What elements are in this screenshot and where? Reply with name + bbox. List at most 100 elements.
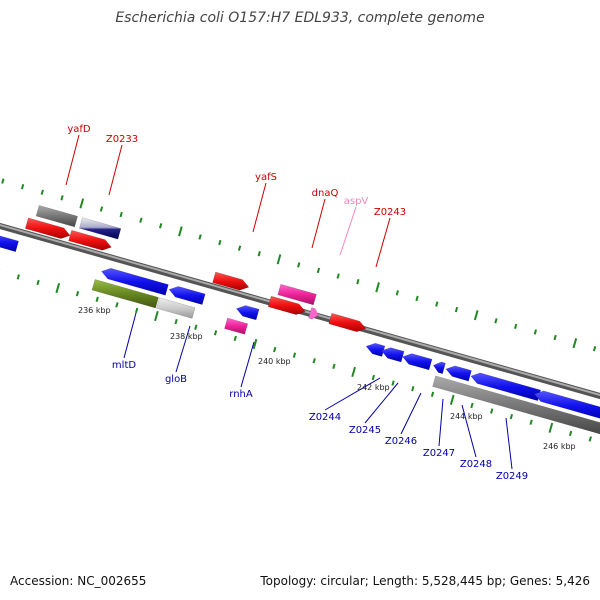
gene-feature-Z0247 [433, 361, 446, 375]
tick-mark [375, 282, 380, 293]
tick-mark [533, 329, 538, 335]
gene-feature-navy [79, 217, 122, 240]
leader-line [505, 417, 513, 470]
gene-feature-gray [35, 205, 78, 228]
tick-mark [430, 391, 435, 397]
gene-feature-yafS [212, 271, 250, 291]
scale-label: 236 kbp [78, 306, 111, 315]
gene-label-yafD: yafD [67, 124, 91, 135]
leader-line [240, 341, 255, 388]
tick-mark [454, 306, 459, 313]
tick-mark [336, 273, 340, 279]
tick-mark [55, 283, 61, 294]
gene-features [0, 205, 600, 435]
tick-mark [273, 346, 277, 353]
tick-mark [529, 419, 533, 425]
leader-line [461, 404, 477, 458]
tick-mark [158, 223, 163, 229]
leader-line [65, 134, 80, 186]
tick-mark [194, 324, 198, 330]
tick-marks [0, 178, 597, 442]
gene-feature-Z0244 [365, 342, 386, 357]
tick-mark [233, 335, 237, 342]
tick-mark [218, 239, 222, 246]
tick-mark [572, 338, 578, 349]
tick-mark [16, 274, 20, 280]
gene-feature-reverse-blue [101, 268, 169, 296]
tick-mark [415, 295, 419, 302]
tick-mark [154, 310, 159, 322]
gene-feature-yafD [24, 217, 71, 239]
tick-mark [257, 251, 261, 257]
tick-mark [332, 363, 336, 370]
tick-mark [119, 211, 123, 218]
gene-label-gloB: gloB [165, 374, 187, 385]
tick-mark [449, 394, 455, 405]
tick-mark [135, 307, 139, 314]
gene-feature-rnhA [235, 305, 260, 321]
gene-label-aspV: aspV [344, 196, 369, 207]
tick-mark [509, 413, 514, 420]
gene-feature-Z0245 [381, 347, 405, 363]
gene-feature-aspV [308, 307, 320, 320]
tick-mark [568, 430, 573, 437]
gene-feature-Z0233 [68, 229, 112, 251]
scale-label: 244 kbp [450, 412, 483, 421]
leader-line [339, 206, 357, 256]
gene-labels: yafD Z0233 yafS dnaQ aspV Z0243 mltD gloB rnhA Z0… [65, 124, 528, 482]
gene-label-Z0246: Z0246 [385, 436, 417, 447]
genome-summary: Topology: circular; Length: 5,528,445 bp… [260, 574, 590, 588]
tick-mark [548, 422, 554, 433]
tick-mark [435, 301, 439, 307]
tick-mark [237, 245, 242, 251]
tick-mark [356, 278, 360, 285]
leader-line [400, 392, 422, 435]
gene-label-mltD: mltD [112, 360, 136, 371]
leader-line [375, 217, 391, 268]
accession-text: Accession: NC_002655 [10, 574, 147, 588]
tick-mark [99, 206, 104, 212]
gene-label-Z0247: Z0247 [423, 448, 455, 459]
tick-mark [351, 366, 356, 378]
tick-mark [276, 254, 282, 265]
leader-line [311, 198, 326, 249]
tick-mark [592, 346, 597, 352]
scale-label: 242 kbp [357, 383, 390, 392]
tick-mark [371, 374, 375, 381]
gene-feature-dnaQ [277, 283, 317, 306]
gene-feature-rnhA-b [224, 317, 249, 335]
gene-feature-gloB [156, 297, 196, 319]
tick-mark [95, 296, 99, 302]
gene-feature-Z0248 [445, 365, 472, 382]
gene-label-Z0249: Z0249 [496, 471, 528, 482]
tick-mark [297, 262, 301, 268]
leader-line [175, 325, 191, 373]
map-title: Escherichia coli O157:H7 EDL933, complet… [115, 10, 485, 26]
leader-line [252, 182, 267, 233]
tick-mark [312, 358, 316, 364]
leader-line [364, 382, 399, 424]
tick-mark [588, 436, 592, 442]
tick-mark [20, 183, 25, 190]
gene-feature-reverse-left [0, 235, 19, 253]
tick-mark [411, 386, 415, 392]
leader-line [108, 144, 123, 196]
tick-mark [553, 334, 557, 341]
gene-label-Z0243: Z0243 [374, 207, 406, 218]
gene-label-yafS: yafS [255, 172, 277, 183]
tick-mark [1, 178, 5, 184]
gene-label-Z0233: Z0233 [106, 134, 138, 145]
gene-feature-mltD [91, 279, 159, 309]
gene-feature-reverse-blue-2 [168, 286, 206, 305]
gene-feature-reverse-right [533, 390, 600, 419]
tick-mark [139, 217, 143, 223]
tick-mark [252, 338, 258, 350]
tick-mark [40, 189, 44, 195]
gene-feature-gray-right [432, 375, 600, 435]
tick-mark [178, 226, 183, 237]
tick-mark [198, 234, 202, 240]
gene-label-Z0248: Z0248 [460, 459, 492, 470]
tick-mark [60, 195, 64, 201]
